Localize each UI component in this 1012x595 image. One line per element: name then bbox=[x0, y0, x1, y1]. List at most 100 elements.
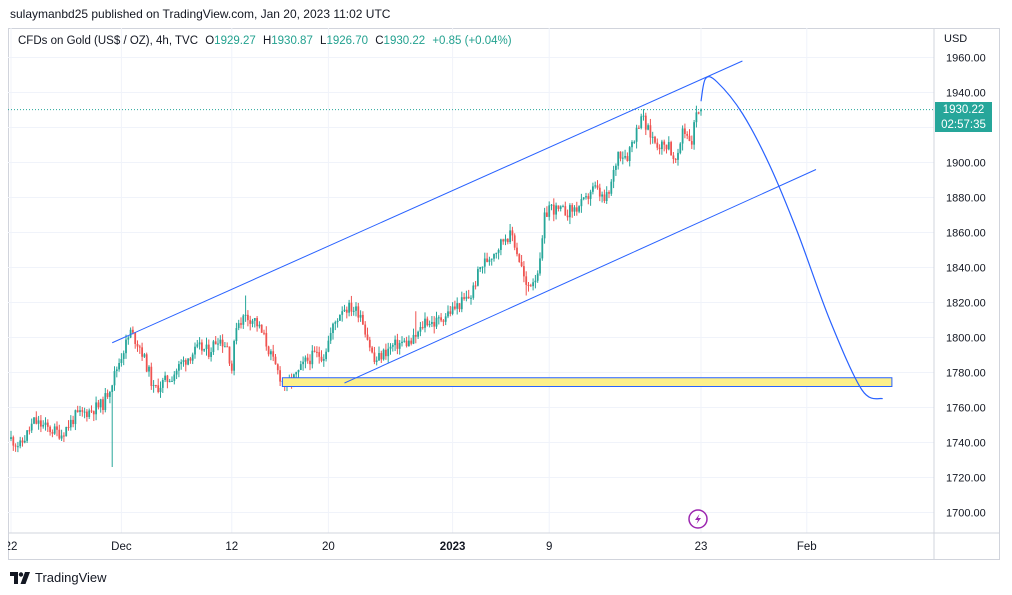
candle-body bbox=[410, 340, 413, 344]
open-label: O bbox=[205, 35, 215, 47]
candle-body bbox=[175, 370, 178, 375]
candle-body bbox=[118, 362, 120, 370]
candle-body bbox=[437, 317, 440, 319]
candle-body bbox=[527, 284, 530, 286]
candle-body bbox=[658, 147, 661, 150]
candle-body bbox=[311, 350, 314, 365]
candle-body bbox=[697, 112, 700, 114]
candle-body bbox=[260, 324, 263, 333]
candle-body bbox=[373, 352, 376, 362]
candle-body bbox=[536, 273, 539, 281]
candle-body bbox=[334, 322, 337, 324]
candle-body bbox=[302, 361, 304, 365]
candle-body bbox=[132, 329, 134, 333]
candle-body bbox=[37, 420, 40, 424]
y-tick-label: 1940.00 bbox=[946, 88, 986, 100]
candle-body bbox=[380, 353, 383, 360]
candle-body bbox=[19, 440, 22, 447]
candle-body bbox=[12, 437, 15, 446]
lightning-icon[interactable] bbox=[688, 509, 708, 529]
candle-body bbox=[638, 127, 640, 129]
candle-body bbox=[644, 115, 647, 130]
candle-body bbox=[661, 141, 663, 150]
candle-body bbox=[541, 238, 544, 259]
candle-body bbox=[187, 358, 189, 365]
candle-body bbox=[463, 297, 465, 299]
candle-body bbox=[191, 354, 194, 361]
candle-body bbox=[481, 266, 484, 268]
candle-body bbox=[624, 156, 626, 158]
candle-body bbox=[550, 204, 553, 206]
y-tick-label: 1840.00 bbox=[946, 263, 986, 275]
candle-body bbox=[228, 346, 231, 364]
candle-body bbox=[573, 207, 576, 212]
candle-body bbox=[99, 399, 102, 408]
x-tick-label: 22 bbox=[8, 541, 17, 553]
candle-body bbox=[626, 156, 629, 162]
candle-body bbox=[355, 306, 357, 311]
candle-body bbox=[426, 318, 429, 326]
y-tick-label: 1780.00 bbox=[946, 368, 986, 380]
candle-body bbox=[207, 344, 210, 357]
candle-body bbox=[46, 422, 49, 427]
candle-body bbox=[612, 169, 615, 182]
candle-body bbox=[518, 254, 521, 263]
candle-body bbox=[431, 322, 433, 324]
candle-body bbox=[451, 306, 454, 314]
candle-body bbox=[587, 196, 590, 199]
candle-body bbox=[313, 350, 316, 352]
candle-body bbox=[504, 238, 507, 242]
candle-body bbox=[214, 341, 217, 345]
candle-body bbox=[649, 125, 652, 138]
candle-body bbox=[359, 314, 362, 318]
candle-body bbox=[274, 356, 277, 365]
candle-body bbox=[265, 332, 268, 347]
candle-body bbox=[219, 339, 222, 344]
candle-body bbox=[196, 344, 199, 347]
change-value: +0.85 (+0.04%) bbox=[432, 35, 512, 47]
y-tick-label: 1720.00 bbox=[946, 473, 986, 485]
candle-body bbox=[509, 230, 511, 243]
bar-countdown: 02:57:35 bbox=[941, 118, 986, 131]
candle-body bbox=[472, 285, 475, 298]
candle-body bbox=[113, 371, 116, 386]
candle-body bbox=[42, 424, 45, 427]
candle-body bbox=[665, 144, 668, 150]
candle-body bbox=[686, 133, 689, 136]
candle-body bbox=[523, 266, 525, 277]
candle-body bbox=[674, 158, 677, 160]
candle-body bbox=[532, 282, 534, 287]
candle-body bbox=[663, 141, 666, 145]
candle-body bbox=[316, 351, 318, 353]
candle-body bbox=[601, 194, 603, 197]
x-tick-label: 2023 bbox=[440, 541, 466, 553]
candle-body bbox=[127, 337, 130, 340]
chart-frame bbox=[8, 28, 1000, 560]
candle-body bbox=[341, 311, 344, 315]
candle-body bbox=[51, 432, 54, 434]
candle-body bbox=[148, 366, 150, 372]
candle-body bbox=[667, 142, 670, 150]
candle-body bbox=[157, 385, 160, 393]
candle-body bbox=[617, 151, 620, 166]
candle-body bbox=[295, 372, 298, 375]
candle-body bbox=[642, 115, 645, 117]
candle-body bbox=[322, 359, 325, 361]
candle-body bbox=[684, 128, 686, 134]
candle-body bbox=[403, 340, 406, 342]
candle-body bbox=[40, 420, 42, 427]
chart-canvas[interactable]: 1700.00 1720.00 1740.00 1760.00 1780.00 1800.… bbox=[8, 28, 1000, 560]
candle-body bbox=[267, 346, 270, 355]
y-tick-label: 1820.00 bbox=[946, 298, 986, 310]
candle-body bbox=[389, 346, 392, 349]
candle-body bbox=[44, 422, 47, 425]
y-tick-label: 1740.00 bbox=[946, 438, 986, 450]
candle-body bbox=[35, 417, 38, 424]
candle-body bbox=[69, 419, 72, 428]
channel-upper-line bbox=[111, 60, 743, 344]
tradingview-logo[interactable]: TradingView bbox=[10, 570, 107, 585]
candle-body bbox=[247, 314, 249, 321]
candle-body bbox=[525, 276, 528, 285]
candle-body bbox=[357, 306, 360, 318]
candle-body bbox=[633, 141, 636, 143]
